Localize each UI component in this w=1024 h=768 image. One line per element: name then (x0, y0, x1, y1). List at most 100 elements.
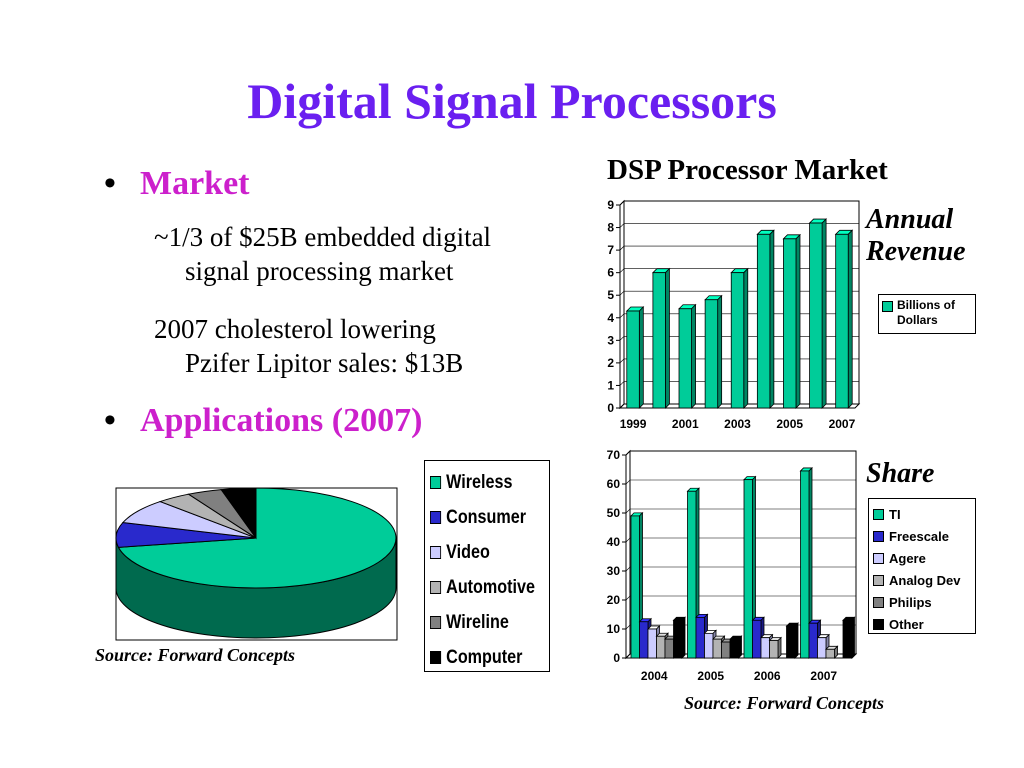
bar-front (729, 638, 739, 659)
revenue-x-tick-label: 2001 (672, 417, 699, 431)
share-legend-item-freescale: Freescale (873, 525, 971, 547)
revenue-gridline (619, 358, 859, 364)
market-point-1-line-1: ~1/3 of $25B embedded digital (154, 222, 492, 252)
share-legend-swatch (873, 552, 884, 564)
share-legend-label: Agere (889, 550, 926, 566)
bar-front (639, 621, 649, 659)
bar-side (847, 229, 853, 409)
revenue-gridline (619, 336, 859, 341)
revenue-bar (704, 294, 723, 409)
revenue-x-tick-label: 1999 (620, 417, 647, 431)
bar-side (795, 233, 801, 409)
bar-side (738, 635, 742, 659)
bar-front (647, 628, 657, 659)
pie-legend-swatch (430, 511, 442, 524)
bar-front (678, 308, 692, 409)
bar-front (800, 470, 810, 659)
revenue-bar (808, 218, 828, 409)
bullet-market: • Market (104, 165, 250, 203)
slide-title: Digital Signal Processors (247, 73, 777, 129)
share-gridline (625, 566, 856, 572)
bar-front (630, 515, 640, 659)
share-legend-swatch (873, 618, 884, 630)
bar-front (783, 238, 797, 409)
revenue-gridline (619, 268, 859, 273)
share-bar (768, 636, 782, 659)
revenue-gridline (619, 313, 859, 318)
bar-front (756, 233, 771, 409)
revenue-side-wall (619, 199, 625, 410)
bar-side (794, 622, 799, 659)
dsp-chart-title: DSP Processor Market (607, 154, 888, 186)
share-legend-label: TI (889, 506, 901, 522)
pie-legend-item-wireless: Wireless (430, 465, 527, 500)
bar-side (691, 303, 696, 409)
bar-front (842, 619, 852, 659)
bar-side (665, 267, 670, 409)
pie-legend-label: Consumer (446, 506, 527, 528)
bar-front (712, 638, 722, 659)
share-legend-item-agere: Agere (873, 547, 971, 569)
share-legend-swatch (873, 574, 884, 586)
share-bar (825, 645, 839, 659)
pie-legend-item-automotive: Automotive (430, 570, 535, 605)
bar-front (835, 233, 849, 409)
revenue-gridline (619, 245, 859, 251)
pie-slice (220, 487, 257, 540)
bar-front (704, 632, 714, 659)
share-y-tick-label: 30 (607, 564, 621, 578)
revenue-gridline (619, 290, 859, 296)
pie-legend-swatch (430, 651, 442, 664)
bar-front (752, 619, 762, 659)
share-bar (842, 616, 856, 659)
share-y-tick-label: 20 (607, 593, 621, 607)
bar-side (717, 294, 723, 409)
annual-revenue-label: Annual Revenue (866, 204, 966, 268)
share-bar (672, 616, 686, 659)
share-back-wall (629, 450, 857, 655)
share-y-tick-label: 0 (613, 651, 620, 665)
market-point-1-line-2: signal processing market (185, 256, 454, 286)
bar-front (817, 637, 827, 659)
market-point-2-line-1: 2007 cholesterol lowering (154, 314, 436, 344)
share-bar (785, 622, 799, 659)
bullet-applications: • Applications (2007) (104, 402, 422, 440)
share-x-tick-label: 2007 (810, 669, 837, 683)
pie-legend-item-consumer: Consumer (430, 500, 527, 535)
share-bar (729, 635, 743, 659)
revenue-y-tick-label: 4 (607, 311, 614, 325)
bar-front (664, 638, 674, 659)
bar-side (743, 267, 749, 409)
annual-revenue-label-line-1: Annual (866, 204, 954, 235)
revenue-legend-line-2: Dollars (897, 313, 938, 327)
share-legend-swatch (873, 508, 884, 520)
revenue-y-tick-label: 2 (607, 356, 614, 370)
share-gridline (625, 508, 856, 514)
revenue-gridline (619, 200, 859, 206)
revenue-bar (834, 229, 854, 409)
bar-front (760, 637, 770, 659)
pie-legend-label: Automotive (446, 576, 535, 598)
pie-legend-label: Computer (446, 646, 523, 668)
bar-front (786, 625, 796, 659)
revenue-y-tick-label: 3 (607, 333, 614, 347)
pie-legend-label: Wireless (446, 471, 513, 493)
market-point-1: ~1/3 of $25B embedded digital signal pro… (154, 220, 491, 288)
share-legend-label: Other (889, 616, 924, 632)
bar-side (777, 636, 782, 659)
bar-front (687, 490, 697, 659)
revenue-y-tick-label: 7 (607, 243, 614, 257)
bar-front (656, 635, 666, 659)
annual-revenue-label-line-2: Revenue (866, 236, 966, 267)
share-gridline (625, 595, 856, 601)
bar-front (769, 640, 779, 659)
revenue-x-tick-label: 2005 (776, 417, 803, 431)
share-y-tick-label: 70 (607, 448, 621, 462)
share-legend: TI Freescale Agere Analog Dev Philips Ot… (868, 498, 976, 634)
revenue-y-tick-label: 1 (607, 378, 614, 392)
pie-legend-item-computer: Computer (430, 640, 527, 675)
revenue-legend: Billions of Dollars (878, 294, 976, 334)
share-legend-item-ti: TI (873, 503, 971, 525)
revenue-x-tick-label: 2007 (829, 417, 856, 431)
